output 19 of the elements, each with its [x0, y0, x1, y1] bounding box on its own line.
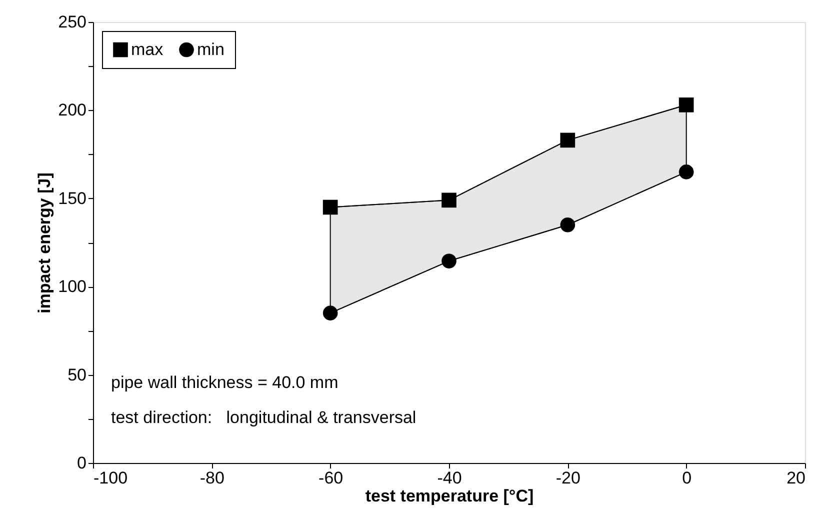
y-tick-label: 250 [58, 12, 86, 32]
y-tick-label: 50 [68, 365, 86, 384]
x-tick-label: -100 [94, 468, 128, 488]
y-axis-title: impact energy [J] [35, 172, 54, 314]
x-tick-label: -40 [437, 468, 462, 488]
annotation: test direction: longitudinal & transversal [111, 408, 416, 427]
legend-label: max [131, 40, 164, 59]
x-tick-label: -20 [556, 468, 580, 488]
x-tick-label: 0 [682, 468, 692, 488]
x-tick-label: -80 [200, 468, 224, 488]
x-axis-title: test temperature [°C] [365, 486, 534, 506]
y-tick-label: 200 [58, 100, 86, 120]
legend-label: min [197, 40, 224, 59]
y-tick-label: 0 [77, 454, 86, 472]
annotation: pipe wall thickness = 40.0 mm [111, 373, 338, 392]
y-tick-label: 100 [58, 277, 86, 296]
x-tick-label: 20 [786, 468, 806, 488]
x-tick-label: -60 [318, 468, 344, 488]
y-tick-label: 150 [58, 188, 86, 208]
